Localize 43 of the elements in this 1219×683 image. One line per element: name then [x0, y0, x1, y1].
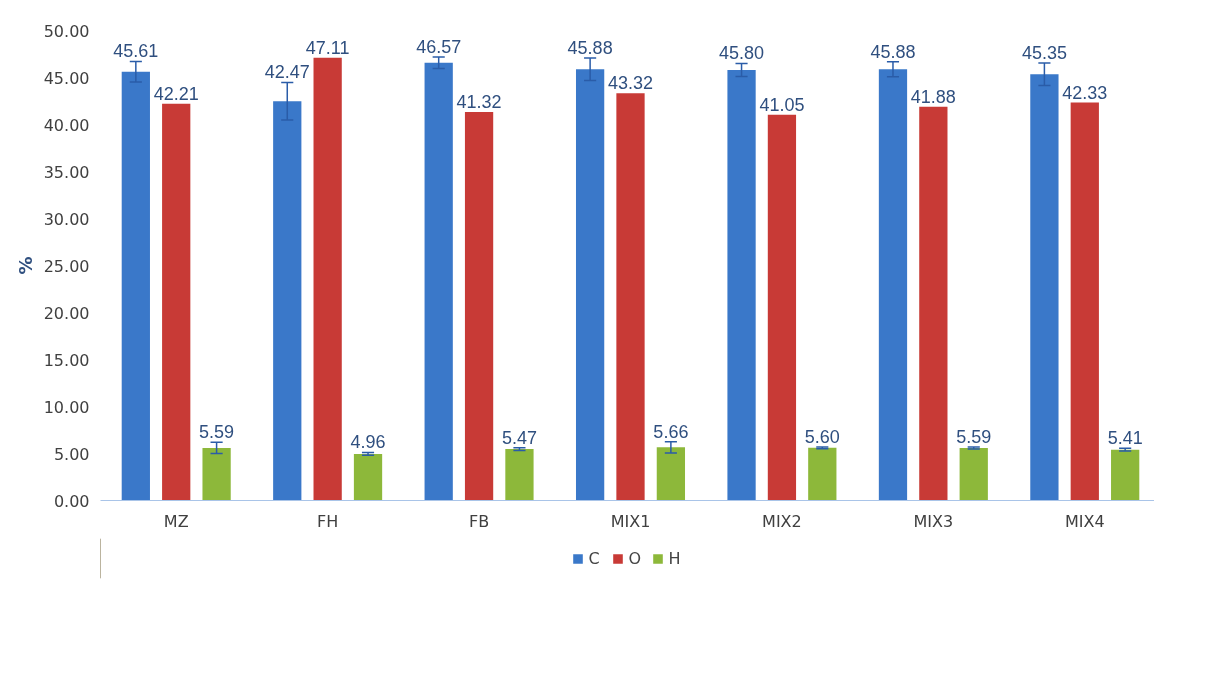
y-tick-label: 10.00: [43, 397, 90, 417]
x-tick-label: MZ: [163, 511, 189, 531]
data-label: 5.41: [1107, 428, 1143, 449]
x-tick-label: MIX1: [610, 511, 651, 531]
y-tick-label: 40.00: [43, 115, 90, 135]
y-tick-label: 50.00: [43, 21, 90, 41]
y-tick-label: 20.00: [43, 303, 90, 323]
data-label: 41.88: [910, 86, 956, 107]
data-label: 41.05: [759, 94, 805, 115]
x-tick-label: MIX4: [1064, 511, 1105, 531]
y-axis-title: %: [14, 256, 36, 275]
data-label: 5.47: [501, 427, 537, 448]
data-label: 5.59: [956, 427, 992, 448]
x-tick-label: MIX3: [913, 511, 954, 531]
data-label: 42.47: [264, 62, 310, 83]
data-label: 5.60: [804, 426, 840, 447]
data-label: 42.21: [153, 83, 199, 104]
data-label: 46.57: [416, 37, 462, 58]
data-label: 47.11: [305, 37, 350, 58]
data-label: 5.66: [653, 421, 689, 442]
y-tick-label: 5.00: [53, 444, 90, 464]
y-tick-label: 30.00: [43, 209, 90, 229]
data-label: 45.88: [870, 41, 916, 62]
y-tick-label: 0.00: [53, 491, 90, 511]
data-label: 45.80: [719, 43, 765, 64]
legend-label: C: [588, 548, 601, 568]
data-label: 45.61: [113, 41, 159, 62]
x-tick-label: MIX2: [762, 511, 802, 531]
y-tick-label: 25.00: [43, 256, 90, 276]
data-label: 4.96: [350, 432, 386, 453]
data-label: 42.33: [1062, 82, 1108, 103]
x-tick-label: FH: [317, 511, 339, 531]
data-label: 45.35: [1021, 42, 1067, 63]
legend-label: H: [668, 548, 682, 568]
y-tick-label: 45.00: [43, 68, 90, 88]
data-label: 5.59: [199, 422, 235, 443]
data-label: 41.32: [456, 92, 502, 113]
data-label: 43.32: [607, 73, 654, 94]
y-tick-label: 35.00: [43, 162, 90, 182]
x-tick-label: FB: [468, 511, 490, 531]
data-label: 45.88: [567, 37, 613, 58]
legend-label: O: [628, 548, 643, 568]
y-tick-label: 15.00: [43, 350, 90, 370]
